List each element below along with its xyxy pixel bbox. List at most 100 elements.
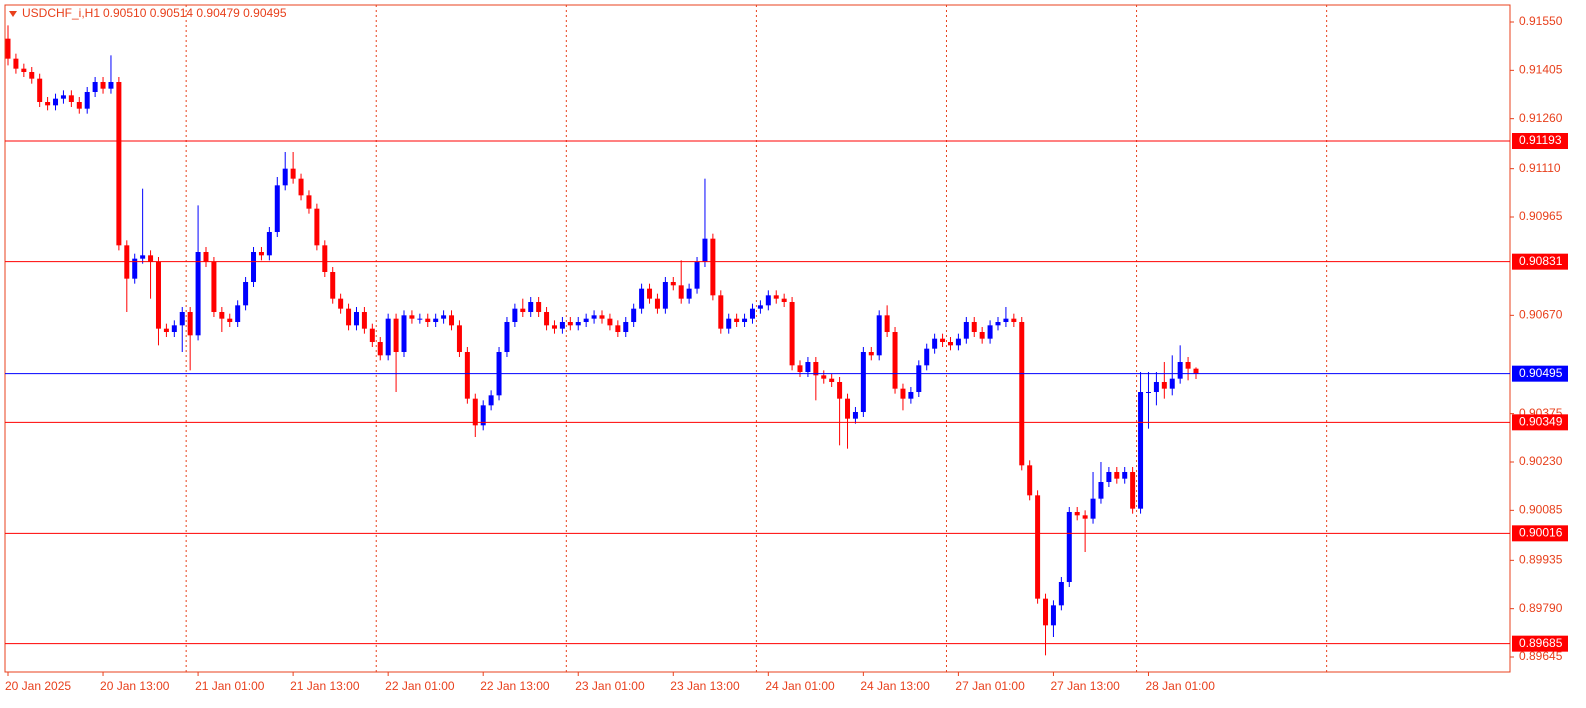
candle-body bbox=[860, 352, 866, 412]
candle-body bbox=[449, 315, 455, 326]
candle-body bbox=[5, 38, 11, 59]
candle-body bbox=[425, 318, 431, 322]
candle-body bbox=[441, 315, 447, 319]
x-tick-label: 27 Jan 01:00 bbox=[955, 679, 1025, 693]
candle-body bbox=[464, 352, 470, 399]
candle-body bbox=[773, 295, 779, 299]
candle-body bbox=[940, 338, 946, 342]
candle-body bbox=[1058, 582, 1064, 606]
candle-body bbox=[227, 318, 233, 322]
level-box bbox=[1512, 414, 1568, 431]
x-tick-label: 21 Jan 13:00 bbox=[290, 679, 360, 693]
x-tick-label: 22 Jan 13:00 bbox=[480, 679, 550, 693]
candle-body bbox=[346, 308, 352, 326]
plot-frame bbox=[4, 4, 1511, 673]
candle-body bbox=[607, 318, 613, 326]
candle-body bbox=[821, 375, 827, 379]
y-tick-label: 0.91550 bbox=[1519, 14, 1563, 28]
level-label: 0.89685 bbox=[1519, 636, 1563, 650]
level-label: 0.90349 bbox=[1519, 415, 1563, 429]
candle-body bbox=[583, 318, 589, 322]
x-tick-label: 24 Jan 13:00 bbox=[860, 679, 930, 693]
candle-body bbox=[1019, 322, 1025, 466]
candle-body bbox=[504, 322, 510, 352]
candle-body bbox=[678, 285, 684, 299]
candle-body bbox=[274, 185, 280, 232]
candle-body bbox=[298, 178, 304, 196]
candle-body bbox=[1090, 498, 1096, 519]
candle-body bbox=[393, 318, 399, 352]
candle-body bbox=[338, 298, 344, 309]
candle-body bbox=[282, 168, 288, 186]
candle-body bbox=[409, 315, 415, 319]
candle-body bbox=[140, 255, 146, 259]
candle-body bbox=[876, 315, 882, 356]
candle-body bbox=[765, 295, 771, 306]
candle-body bbox=[900, 388, 906, 399]
candle-body bbox=[520, 308, 526, 312]
level-label: 0.90495 bbox=[1519, 366, 1563, 380]
candle-body bbox=[1153, 382, 1159, 392]
candle-body bbox=[148, 255, 154, 262]
candle-body bbox=[1106, 472, 1112, 482]
candle-body bbox=[1011, 318, 1017, 322]
candle-body bbox=[203, 252, 209, 262]
candle-body bbox=[37, 78, 43, 102]
candle-body bbox=[306, 195, 312, 209]
candle-body bbox=[718, 295, 724, 329]
candle-body bbox=[781, 298, 787, 302]
candle-body bbox=[591, 315, 597, 319]
level-label: 0.90831 bbox=[1519, 254, 1563, 268]
candle-body bbox=[456, 325, 462, 352]
y-tick-label: 0.89790 bbox=[1519, 601, 1563, 615]
level-box bbox=[1512, 133, 1568, 149]
candle-body bbox=[1169, 378, 1175, 389]
candle-body bbox=[726, 318, 732, 329]
candle-body bbox=[924, 348, 930, 366]
candle-body bbox=[1082, 515, 1088, 519]
candle-body bbox=[45, 102, 51, 106]
header-arrow bbox=[9, 11, 17, 17]
candle-body bbox=[314, 208, 320, 246]
candle-body bbox=[932, 338, 938, 349]
candle-body bbox=[472, 398, 478, 426]
candle-body bbox=[235, 305, 241, 322]
candle-body bbox=[742, 318, 748, 322]
candle-body bbox=[243, 282, 249, 306]
x-tick-label: 20 Jan 13:00 bbox=[100, 679, 170, 693]
candle-body bbox=[401, 315, 407, 352]
candle-body bbox=[845, 398, 851, 419]
candle-body bbox=[353, 312, 359, 326]
candle-body bbox=[686, 288, 692, 299]
candle-body bbox=[947, 342, 953, 346]
candle-body bbox=[979, 332, 985, 339]
candle-body bbox=[551, 325, 557, 329]
candle-body bbox=[1122, 472, 1128, 479]
candle-body bbox=[322, 245, 328, 272]
y-tick-label: 0.91110 bbox=[1519, 161, 1561, 175]
candle-body bbox=[631, 308, 637, 322]
candle-body bbox=[116, 82, 122, 246]
level-box bbox=[1512, 525, 1568, 542]
candle-body bbox=[528, 302, 534, 312]
candle-body bbox=[702, 238, 708, 262]
candle-body bbox=[599, 315, 605, 319]
candle-body bbox=[575, 322, 581, 326]
candle-body bbox=[76, 102, 82, 109]
level-box bbox=[1512, 365, 1568, 382]
candle-body bbox=[995, 322, 1001, 326]
candle-body bbox=[108, 82, 114, 89]
y-tick-label: 0.91260 bbox=[1519, 111, 1563, 125]
candle-body bbox=[251, 252, 257, 282]
candle-body bbox=[1161, 382, 1167, 389]
y-tick-label: 0.90085 bbox=[1519, 503, 1563, 517]
candle-body bbox=[21, 68, 27, 72]
candle-body bbox=[68, 95, 74, 102]
candle-body bbox=[615, 325, 621, 332]
candle-body bbox=[647, 288, 653, 299]
candle-body bbox=[813, 362, 819, 376]
candle-body bbox=[512, 308, 518, 322]
candle-body bbox=[734, 318, 740, 322]
